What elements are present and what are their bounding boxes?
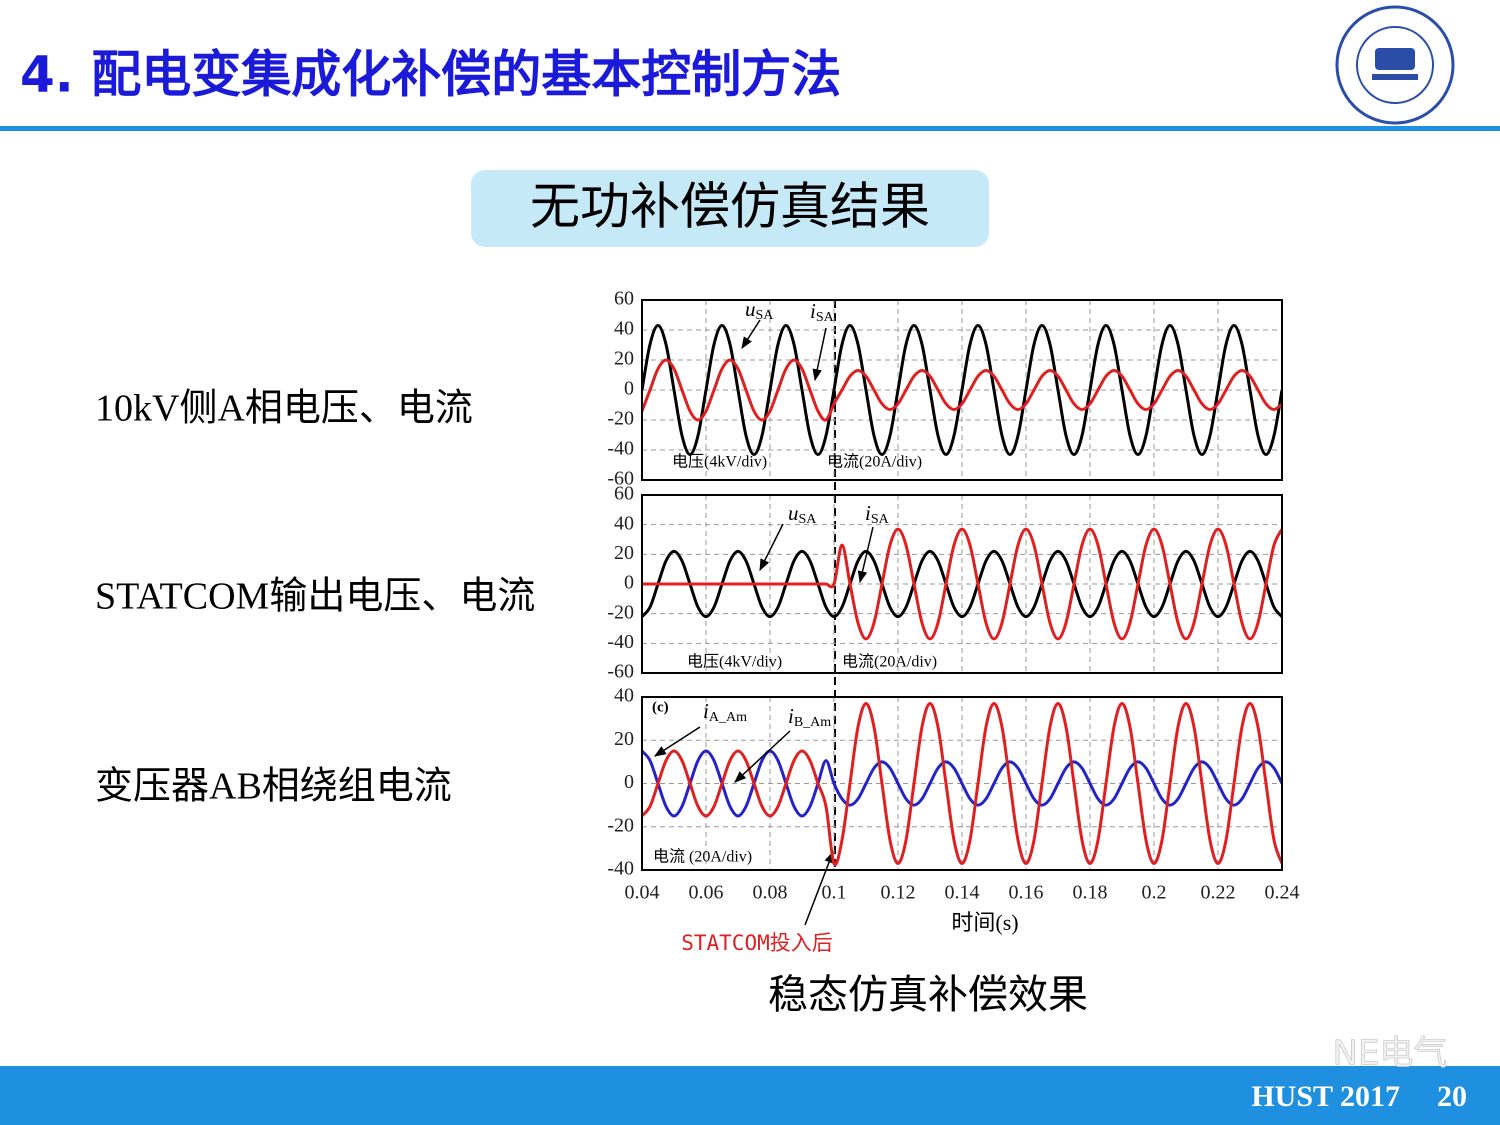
row-label: 变压器AB相绕组电流 bbox=[95, 766, 452, 808]
university-logo bbox=[1335, 5, 1455, 125]
plot-frame bbox=[641, 696, 1283, 871]
label-subscript: SA bbox=[756, 308, 775, 323]
page-number: 20 bbox=[1437, 1080, 1467, 1113]
x-tick-label: 0.06 bbox=[689, 882, 724, 904]
switch-annotation: STATCOM投入后 bbox=[681, 931, 833, 955]
waveform bbox=[642, 749, 1282, 818]
y-tick-label: 40 bbox=[614, 318, 634, 340]
waveform bbox=[642, 358, 1282, 422]
caption: 稳态仿真补偿效果 bbox=[768, 972, 1088, 1018]
y-tick-label: 20 bbox=[614, 348, 634, 370]
label-symbol: u bbox=[745, 297, 756, 321]
x-tick-label: 0.16 bbox=[1009, 882, 1044, 904]
y-tick-label: 0 bbox=[624, 572, 634, 594]
series-label: uSA bbox=[788, 501, 817, 527]
y-tick-label: 60 bbox=[614, 483, 634, 505]
x-tick-label: 0.14 bbox=[945, 882, 980, 904]
label-arrow bbox=[759, 523, 784, 572]
y-tick-label: 20 bbox=[614, 728, 634, 750]
label-arrow bbox=[734, 730, 791, 783]
waveform bbox=[642, 527, 1282, 641]
series-label: uSA bbox=[745, 297, 774, 323]
title-rule bbox=[0, 126, 1500, 131]
plot-frame bbox=[641, 494, 1283, 674]
footer-brand: NE电气 bbox=[1333, 1034, 1448, 1074]
y-tick-label: 40 bbox=[614, 512, 634, 534]
label-arrow bbox=[857, 526, 874, 584]
y-tick-label: 20 bbox=[614, 542, 634, 564]
y-tick-label: 40 bbox=[614, 685, 634, 707]
subtitle-box bbox=[471, 170, 989, 247]
label-subscript: SA bbox=[816, 310, 835, 325]
subtitle: 无功补偿仿真结果 bbox=[530, 178, 930, 236]
scale-note: 电压(4kV/div) bbox=[687, 653, 782, 671]
series-label: iSA bbox=[810, 299, 835, 325]
slide-title: 4. 配电变集成化补偿的基本控制方法 bbox=[20, 46, 841, 104]
label-arrow bbox=[653, 726, 701, 757]
y-tick-label: -60 bbox=[607, 661, 634, 683]
label-arrow bbox=[741, 319, 761, 350]
scale-note: 电流(20A/div) bbox=[842, 653, 937, 671]
label-symbol: u bbox=[788, 501, 799, 525]
series-label: iA_Am bbox=[703, 699, 747, 725]
x-axis-label: 时间(s) bbox=[951, 910, 1018, 935]
x-tick-label: 0.22 bbox=[1201, 882, 1236, 904]
y-tick-label: -20 bbox=[607, 601, 634, 623]
y-tick-label: -60 bbox=[607, 468, 634, 490]
label-subscript: A_Am bbox=[709, 710, 747, 725]
x-tick-label: 0.08 bbox=[753, 882, 788, 904]
y-tick-label: -40 bbox=[607, 438, 634, 460]
panel-label: (c) bbox=[652, 699, 669, 715]
label-subscript: B_Am bbox=[794, 715, 831, 730]
y-tick-label: -40 bbox=[607, 631, 634, 653]
y-tick-label: 0 bbox=[624, 771, 634, 793]
y-tick-label: 0 bbox=[624, 378, 634, 400]
row-label: 10kV侧A相电压、电流 bbox=[95, 388, 473, 430]
series-label: iB_Am bbox=[788, 704, 831, 730]
y-tick-label: -20 bbox=[607, 814, 634, 836]
label-subscript: SA bbox=[871, 512, 890, 527]
label-symbol: i bbox=[810, 299, 816, 323]
row-label: STATCOM输出电压、电流 bbox=[95, 576, 535, 618]
waveform bbox=[642, 701, 1282, 867]
footer-bar bbox=[0, 1066, 1500, 1125]
scale-note: 电流 (20A/div) bbox=[653, 848, 752, 866]
x-tick-label: 0.2 bbox=[1142, 882, 1167, 904]
chart: -40 -20 0 20 40 0.04 0.06 0.08 0.1 0.12 0.14 0.16 0.… bbox=[607, 685, 1299, 935]
x-tick-label: 0.1 bbox=[822, 882, 847, 904]
waveform bbox=[642, 323, 1282, 457]
label-symbol: i bbox=[865, 501, 871, 525]
x-tick-label: 0.12 bbox=[881, 882, 916, 904]
series-label: iSA bbox=[865, 501, 890, 527]
x-tick-label: 0.18 bbox=[1073, 882, 1108, 904]
waveform bbox=[642, 549, 1282, 619]
x-tick-label: 0.04 bbox=[625, 882, 660, 904]
label-subscript: SA bbox=[799, 512, 818, 527]
label-symbol: i bbox=[788, 704, 794, 728]
plot-frame bbox=[641, 299, 1283, 481]
y-tick-label: -40 bbox=[607, 858, 634, 880]
x-tick-label: 0.24 bbox=[1265, 882, 1300, 904]
y-tick-label: 60 bbox=[614, 288, 634, 310]
label-symbol: i bbox=[703, 699, 709, 723]
y-tick-label: -20 bbox=[607, 408, 634, 430]
label-arrow bbox=[812, 327, 827, 382]
scale-note: 电流(20A/div) bbox=[827, 453, 922, 471]
footer-text: HUST 2017 bbox=[1251, 1080, 1400, 1113]
annotation-arrow bbox=[804, 850, 834, 926]
scale-note: 电压(4kV/div) bbox=[672, 453, 767, 471]
